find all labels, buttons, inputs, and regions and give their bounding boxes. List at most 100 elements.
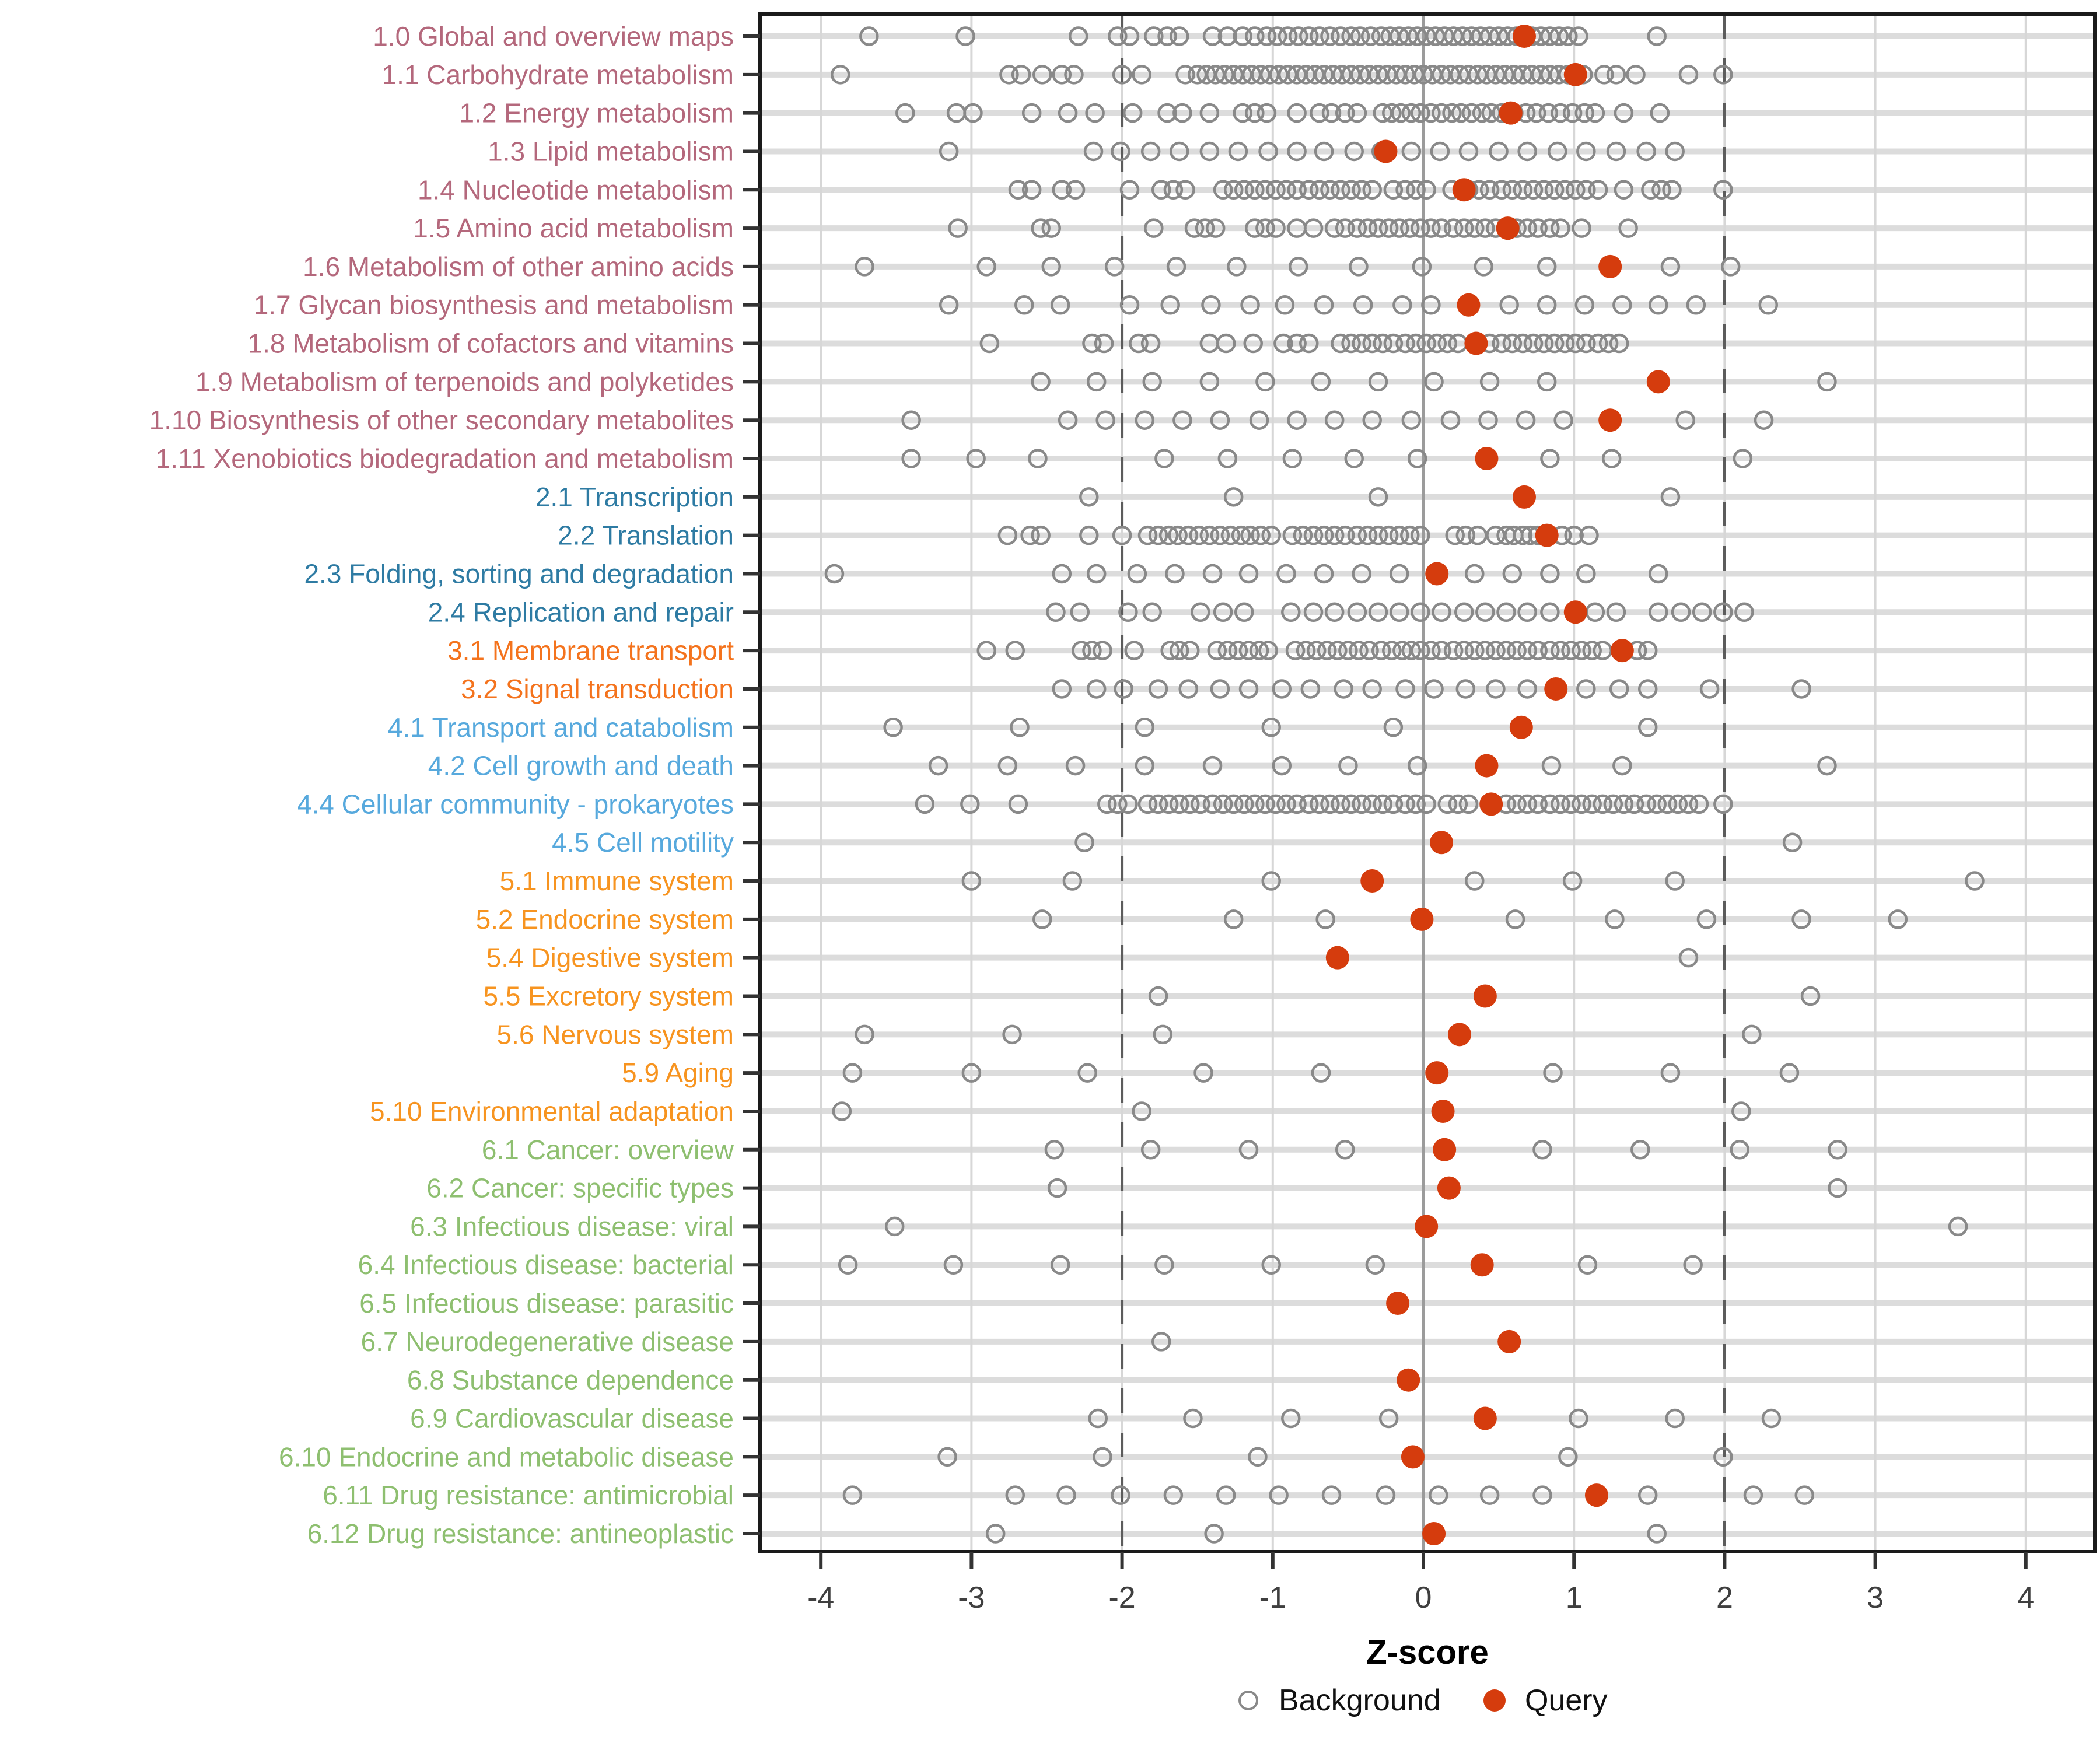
background-dot (1582, 641, 1602, 660)
background-dot (1223, 794, 1244, 814)
background-dot (1082, 641, 1102, 660)
background-dot (1288, 257, 1308, 277)
background-dot (1052, 180, 1072, 200)
background-dot (1031, 372, 1051, 392)
background-dot (1047, 1178, 1068, 1198)
background-dot (1217, 641, 1238, 660)
background-dot (1489, 141, 1508, 162)
background-dot (1517, 794, 1537, 814)
background-dot (1406, 794, 1426, 814)
background-dot (1138, 794, 1158, 814)
background-dot (1713, 602, 1733, 622)
background-dot (1401, 103, 1422, 123)
background-dot (1437, 333, 1458, 354)
background-dot (1948, 1216, 1968, 1237)
background-dot (1479, 372, 1500, 392)
background-dot (1730, 1140, 1749, 1160)
plot-panel (758, 12, 2096, 1553)
y-axis-label: 5.10 Environmental adaptation (370, 1096, 734, 1126)
background-dot (1383, 794, 1404, 814)
background-dot (1550, 103, 1570, 123)
background-dot (1696, 909, 1717, 929)
background-dot (1555, 333, 1575, 354)
y-axis-label: 2.3 Folding, sorting and degradation (304, 558, 734, 589)
background-dot (842, 1485, 863, 1505)
background-dot (1609, 679, 1629, 699)
background-dot (1104, 257, 1125, 277)
y-axis-label: 5.5 Excretory system (484, 981, 734, 1012)
background-dot (1199, 141, 1220, 162)
background-dot (1180, 641, 1200, 660)
background-dot (1455, 525, 1476, 545)
background-dot (1347, 602, 1367, 622)
background-dot (1454, 641, 1474, 660)
query-dot (1563, 600, 1587, 624)
background-dot (1373, 794, 1393, 814)
background-dot (1352, 564, 1371, 584)
background-dot (1276, 180, 1296, 200)
background-dot (1395, 794, 1415, 814)
query-dot (1386, 1292, 1410, 1315)
background-dot (1349, 257, 1368, 277)
background-dot (1641, 180, 1661, 200)
background-dot (1112, 65, 1132, 85)
background-dot (1543, 1063, 1563, 1083)
background-dot (1609, 333, 1629, 354)
background-dot (1794, 1485, 1814, 1505)
background-dot (1492, 333, 1512, 354)
background-dot (1588, 180, 1608, 200)
background-dot (1324, 218, 1345, 238)
background-dot (1603, 794, 1623, 814)
query-dot (1437, 1176, 1461, 1200)
background-dot (1561, 794, 1581, 814)
y-axis-label: 6.9 Cardiovascular disease (410, 1404, 734, 1434)
background-dot (956, 26, 975, 46)
background-dot (998, 755, 1018, 776)
query-dot (1425, 562, 1449, 586)
background-dot (1743, 1485, 1763, 1505)
background-dot (1445, 525, 1465, 545)
background-dot (1194, 1063, 1213, 1083)
background-dot (1376, 1485, 1396, 1505)
background-dot (1256, 26, 1277, 46)
background-dot (1287, 410, 1307, 430)
query-dot (1433, 1138, 1457, 1161)
background-dot (1475, 641, 1495, 660)
y-axis-labels: 1.0 Global and overview maps 1.1 Carbohyd… (149, 21, 760, 1549)
y-axis-label: 6.12 Drug resistance: antineoplastic (307, 1518, 734, 1549)
background-dot (1005, 641, 1026, 660)
background-dot (1371, 641, 1391, 660)
background-dot (1713, 65, 1733, 85)
background-dot (1713, 794, 1733, 814)
y-axis-label: 3.1 Membrane transport (447, 635, 734, 666)
background-dot (1310, 794, 1329, 814)
query-dot (1360, 869, 1384, 893)
background-dot (1184, 218, 1205, 238)
background-dot (1576, 679, 1596, 699)
background-dot (1088, 1408, 1108, 1429)
background-dot (1782, 832, 1803, 852)
background-dot (1455, 679, 1476, 699)
background-dot (948, 218, 968, 238)
background-dot (1791, 679, 1811, 699)
background-dot (1526, 103, 1546, 123)
background-dot (1647, 794, 1667, 814)
query-dot (1535, 523, 1559, 547)
background-dot (1440, 410, 1461, 430)
query-dot (1401, 1445, 1424, 1469)
background-dot (1168, 525, 1188, 545)
query-dot (1325, 946, 1349, 970)
background-dot (1256, 103, 1277, 123)
background-dot (1540, 564, 1560, 584)
background-dot (1094, 333, 1114, 354)
background-dot (1360, 26, 1381, 46)
background-dot (1021, 103, 1042, 123)
background-dot (1675, 410, 1696, 430)
background-dot (961, 1063, 982, 1083)
background-dot (1407, 449, 1427, 468)
background-dot (1231, 525, 1251, 545)
background-dot (1079, 487, 1099, 507)
background-dot (1210, 410, 1230, 430)
background-dot (1266, 794, 1286, 814)
background-dot (1202, 794, 1223, 814)
